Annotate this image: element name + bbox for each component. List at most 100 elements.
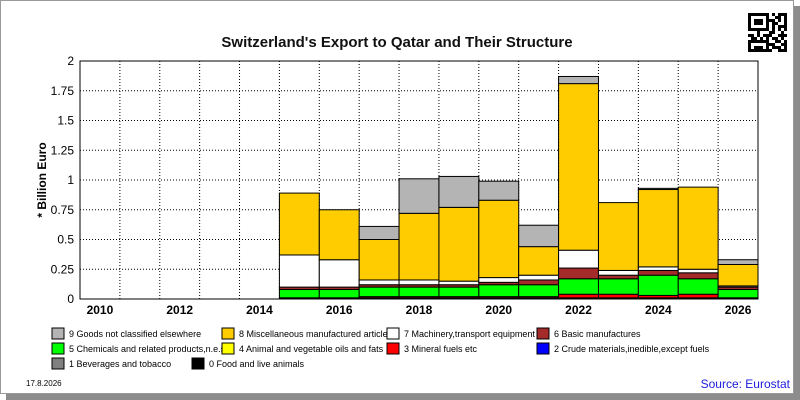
qr-module [763, 13, 766, 16]
bar-segment [518, 246, 560, 276]
y-axis-ticks: 0 0.25 0.5 0.75 1 1.25 1.5 1.75 2 [51, 54, 75, 306]
bar-segment [597, 274, 639, 280]
legend-label: 2 Crude materials,inedible,except fuels [554, 344, 710, 354]
x-tick-label: 2012 [166, 303, 193, 317]
qr-module [760, 37, 763, 40]
qr-module [781, 13, 784, 16]
qr-module [769, 19, 772, 22]
qr-module [778, 46, 781, 49]
qr-module [784, 22, 787, 25]
qr-module [751, 28, 754, 31]
qr-module [778, 16, 781, 19]
qr-module [778, 49, 781, 52]
bar-segment [717, 259, 759, 265]
qr-module [757, 46, 760, 49]
qr-module [748, 16, 751, 19]
qr-module [784, 16, 787, 19]
bar-segment [358, 279, 400, 286]
bar-segment [558, 83, 599, 251]
qr-module [760, 19, 763, 22]
bar-segment [558, 267, 599, 280]
legend-label: 7 Machinery,transport equipment [404, 329, 535, 339]
legend-swatch [51, 342, 65, 355]
bars-group [278, 75, 759, 300]
qr-module [781, 25, 784, 28]
qr-module [778, 19, 781, 22]
qr-module [766, 46, 769, 49]
bar-segment [278, 192, 320, 256]
legend-label: 4 Animal and vegetable oils and fats [239, 344, 384, 354]
bar-segment [278, 288, 320, 299]
bar-segment [637, 189, 679, 268]
x-tick-label: 2016 [326, 303, 353, 317]
bar-segment [558, 75, 599, 85]
bar-segment [358, 239, 400, 281]
legend-swatch [221, 342, 235, 355]
x-axis-ticks: 2010 2012 2014 2016 2018 2020 2022 2024 2026 [87, 303, 752, 317]
qr-module [775, 40, 778, 43]
y-tick-label: 0 [67, 292, 74, 306]
bar-segment [398, 279, 440, 286]
qr-module [748, 43, 751, 46]
qr-module [784, 40, 787, 43]
qr-module [760, 13, 763, 16]
bar-segment [637, 266, 679, 271]
qr-module [784, 43, 787, 46]
x-tick-label: 2010 [87, 303, 114, 317]
qr-module [781, 31, 784, 34]
qr-module [751, 34, 754, 37]
qr-module [766, 37, 769, 40]
qr-module [769, 49, 772, 52]
bar-segment [677, 186, 719, 270]
legend-label: 5 Chemicals and related products,n.e.s. [69, 344, 228, 354]
qr-module [784, 25, 787, 28]
qr-module [769, 43, 772, 46]
bar-segment [358, 286, 400, 298]
bar-segment [438, 175, 480, 208]
bar-segment [518, 274, 560, 281]
qr-module [772, 43, 775, 46]
qr-module [766, 22, 769, 25]
qr-module [751, 37, 754, 40]
x-tick-label: 2022 [565, 303, 592, 317]
qr-module [778, 13, 781, 16]
qr-module [784, 13, 787, 16]
qr-module [781, 49, 784, 52]
qr-module [754, 19, 757, 22]
qr-module [778, 25, 781, 28]
bar-segment [318, 288, 360, 299]
bar-segment [677, 278, 719, 295]
x-tick-label: 2014 [246, 303, 273, 317]
qr-module [778, 34, 781, 37]
qr-module [754, 28, 757, 31]
bar-segment [398, 286, 440, 298]
legend-swatch [221, 327, 235, 340]
qr-module [757, 19, 760, 22]
qr-module [772, 22, 775, 25]
qr-module [766, 13, 769, 16]
bar-segment [318, 209, 360, 261]
qr-module [766, 34, 769, 37]
qr-module [748, 13, 751, 16]
qr-module [772, 46, 775, 49]
qr-module [748, 25, 751, 28]
qr-module [778, 28, 781, 31]
qr-module [784, 46, 787, 49]
bar-segment [478, 199, 520, 279]
qr-module [754, 46, 757, 49]
qr-module [751, 49, 754, 52]
qr-module [757, 28, 760, 31]
y-tick-label: 0.5 [57, 233, 74, 247]
qr-module [760, 49, 763, 52]
qr-module [757, 40, 760, 43]
date-stamp: 17.8.2026 [26, 379, 62, 388]
bar-segment [518, 279, 560, 286]
legend-swatch [191, 357, 205, 370]
legend-label: 1 Beverages and tobacco [69, 359, 171, 369]
chart-title: Switzerland's Export to Qatar and Their … [221, 34, 572, 51]
qr-module [763, 34, 766, 37]
bar-segment [478, 277, 520, 283]
qr-module [781, 34, 784, 37]
qr-module [781, 43, 784, 46]
qr-module [748, 49, 751, 52]
